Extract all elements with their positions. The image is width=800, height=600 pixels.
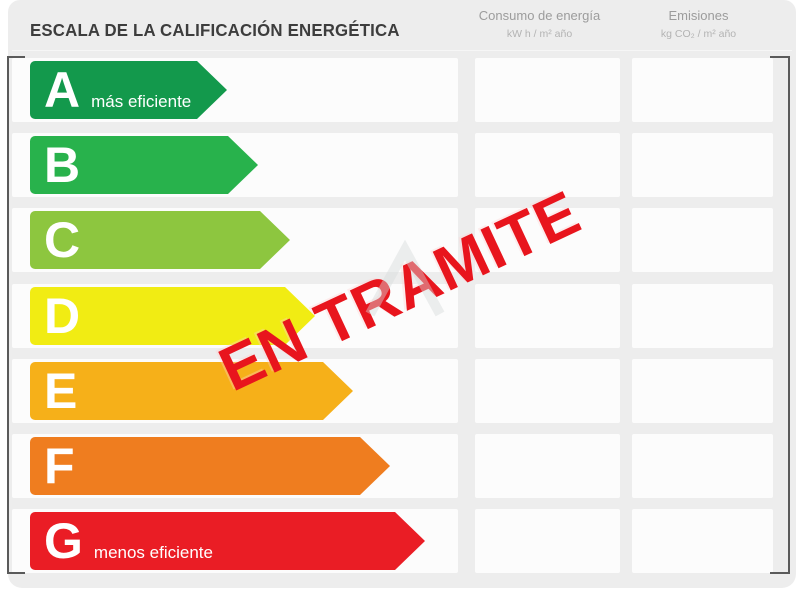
rating-arrow-e: E (30, 362, 353, 420)
column-header-emisiones: Emisiones kg CO₂ / m² año (628, 8, 769, 41)
rating-arrow-d: D (30, 287, 315, 345)
scale-row-f: F (12, 434, 792, 498)
rating-arrow-b: B (30, 136, 258, 194)
emisiones-label: Emisiones (668, 8, 729, 23)
rating-letter-a: A (44, 62, 81, 118)
emisiones-cell-a (632, 58, 773, 122)
scale-band-g: G menos eficiente (12, 509, 458, 573)
scale-row-e: E (12, 359, 792, 423)
header-divider (12, 50, 792, 51)
emisiones-cell-g (632, 509, 773, 573)
frame-bracket-right (770, 56, 790, 574)
scale-row-b: B (12, 133, 792, 197)
column-header-consumo: Consumo de energía kW h / m² año (467, 8, 612, 41)
consumo-cell-c (475, 208, 620, 272)
rating-letter-e: E (44, 363, 78, 419)
rating-arrow-c: C (30, 211, 290, 269)
consumo-cell-a (475, 58, 620, 122)
rating-arrow-a: A más eficiente (30, 61, 227, 119)
scale-band-d: D (12, 284, 458, 348)
consumo-unit: kW h / m² año (506, 28, 573, 40)
scale-band-a: A más eficiente (12, 58, 458, 122)
energy-scale-panel: ESCALA DE LA CALIFICACIÓN ENERGÉTICA Con… (7, 0, 796, 588)
emisiones-cell-e (632, 359, 773, 423)
frame-bracket-left (7, 56, 25, 574)
emisiones-cell-d (632, 284, 773, 348)
emisiones-cell-f (632, 434, 773, 498)
consumo-cell-f (475, 434, 620, 498)
rating-letter-c: C (44, 212, 81, 268)
consumo-cell-e (475, 359, 620, 423)
emisiones-cell-c (632, 208, 773, 272)
consumo-cell-g (475, 509, 620, 573)
scale-row-c: C (12, 208, 792, 272)
consumo-cell-b (475, 133, 620, 197)
scale-row-d: D (12, 284, 792, 348)
rating-letter-d: D (44, 288, 81, 344)
page-title: ESCALA DE LA CALIFICACIÓN ENERGÉTICA (30, 20, 400, 40)
rating-sublabel-a: más eficiente (91, 92, 192, 111)
scale-band-e: E (12, 359, 458, 423)
rating-letter-b: B (44, 137, 81, 193)
faint-logo-watermark (365, 239, 445, 317)
consumo-cell-d (475, 284, 620, 348)
consumo-label: Consumo de energía (478, 8, 601, 23)
rating-sublabel-g: menos eficiente (93, 543, 213, 562)
emisiones-unit: kg CO₂ / m² año (660, 28, 737, 40)
rating-arrow-f: F (30, 437, 390, 495)
scale-band-b: B (12, 133, 458, 197)
rating-letter-g: G (44, 513, 83, 569)
scale-band-f: F (12, 434, 458, 498)
scale-band-c: C (12, 208, 458, 272)
emisiones-cell-b (632, 133, 773, 197)
rating-letter-f: F (44, 438, 75, 494)
scale-row-g: G menos eficiente (12, 509, 792, 573)
scale-row-a: A más eficiente (12, 58, 792, 122)
rating-arrow-g: G menos eficiente (30, 512, 425, 570)
